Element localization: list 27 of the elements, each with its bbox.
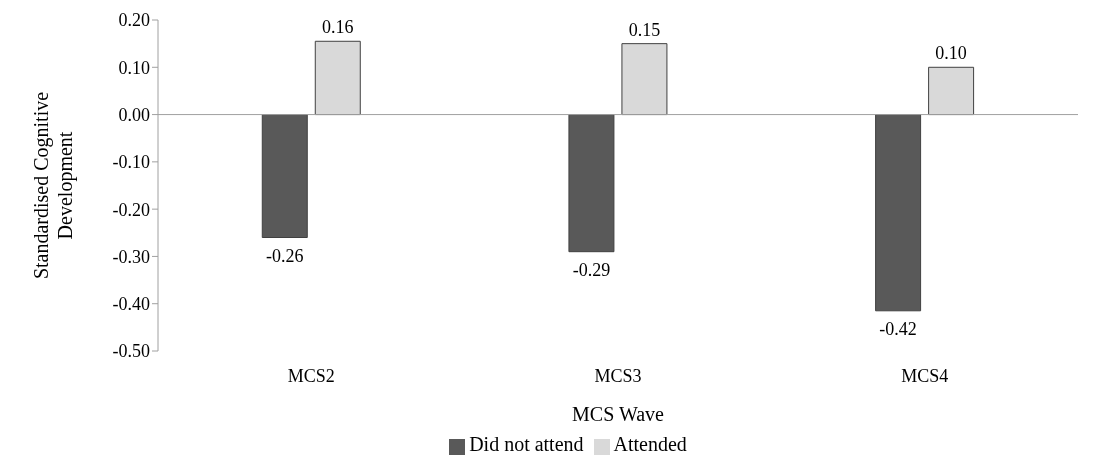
- x-axis-title: MCS Wave: [572, 403, 665, 425]
- legend-label: Did not attend: [469, 433, 584, 455]
- data-label: 0.15: [628, 19, 661, 40]
- bar: [314, 40, 361, 116]
- data-label: 0.10: [935, 43, 967, 64]
- y-tick-label: 0.00: [118, 104, 150, 125]
- x-tick-label: MCS2: [287, 365, 335, 386]
- y-tick-label: 0.10: [118, 57, 150, 78]
- bar: [928, 66, 975, 116]
- y-tick-label: -0.10: [112, 152, 150, 173]
- data-label: -0.42: [879, 318, 917, 339]
- y-tick-label: -0.40: [112, 294, 150, 315]
- y-tick-label: -0.20: [112, 199, 150, 220]
- data-label: -0.29: [572, 259, 611, 280]
- x-tick-label: MCS3: [594, 365, 642, 386]
- x-tick-label: MCS4: [901, 365, 949, 386]
- y-axis-title: Standardised Cognitive Development: [30, 91, 77, 280]
- y-tick-label: 0.20: [118, 10, 150, 31]
- bar: [875, 114, 922, 312]
- legend-label: Attended: [613, 433, 687, 455]
- data-label: -0.26: [266, 245, 304, 266]
- data-label: 0.16: [322, 17, 354, 38]
- bar: [621, 43, 668, 116]
- bar: [568, 114, 615, 253]
- y-tick-label: -0.30: [112, 246, 150, 267]
- y-tick-label: -0.50: [112, 341, 150, 362]
- bar: [261, 114, 308, 239]
